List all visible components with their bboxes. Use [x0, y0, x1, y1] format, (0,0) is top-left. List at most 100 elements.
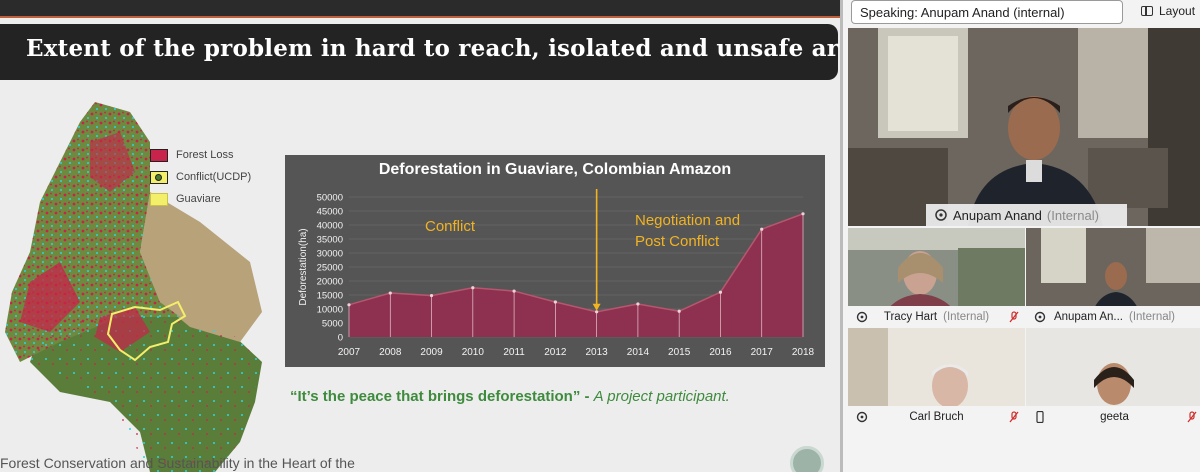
x-tick-label: 2007: [338, 347, 361, 358]
x-tick-label: 2011: [503, 347, 525, 358]
y-tick-label: 20000: [317, 277, 343, 288]
data-point: [553, 300, 557, 304]
y-tick-label: 0: [338, 333, 343, 344]
x-tick-label: 2016: [709, 347, 732, 358]
quote-text: “It’s the peace that brings deforestatio…: [290, 388, 581, 405]
audio-icon: [856, 411, 868, 423]
legend-swatch-conflict: [150, 170, 168, 184]
marker-arrow-head: [592, 303, 601, 311]
participant-tile-anupam-anand[interactable]: Anupam An... (Internal): [1026, 228, 1200, 328]
layout-button[interactable]: Layout: [1135, 0, 1200, 22]
y-tick-label: 10000: [317, 305, 343, 316]
main-speaker-tag: (Internal): [1046, 207, 1099, 223]
data-point: [677, 309, 681, 313]
map-legend: Forest Loss Conflict(UCDP) Guaviare: [150, 144, 251, 210]
line-series: [348, 213, 804, 313]
muted-mic-icon: [1009, 411, 1019, 423]
legend-label: Forest Loss: [176, 149, 234, 161]
x-tick-label: 2017: [751, 347, 774, 358]
y-tick-label: 40000: [317, 221, 343, 232]
quote-separator: -: [580, 388, 594, 405]
slide-quote: “It’s the peace that brings deforestatio…: [290, 388, 730, 405]
y-tick-label: 35000: [317, 235, 343, 246]
slide-title: Extent of the problem in hard to reach, …: [26, 35, 840, 62]
x-tick-label: 2009: [420, 347, 443, 358]
data-point: [429, 293, 434, 298]
legend-label: Guaviare: [176, 193, 221, 205]
legend-label: Conflict(UCDP): [176, 171, 252, 183]
legend-item-conflict: Conflict(UCDP): [150, 166, 251, 188]
data-point: [471, 286, 475, 290]
data-point: [347, 303, 351, 307]
x-tick-label: 2008: [379, 347, 402, 358]
participant-name: geeta: [1100, 411, 1129, 423]
chart-title: Deforestation in Guaviare, Colombian Ama…: [378, 161, 732, 178]
data-point: [760, 227, 764, 231]
video-grid-bottom: [848, 428, 1200, 472]
data-point: [636, 302, 640, 306]
main-speaker-name: Anupam Anand: [953, 207, 1042, 223]
data-point: [801, 212, 805, 216]
slide-top-accent-line: [0, 16, 840, 18]
audio-icon: [1034, 311, 1046, 323]
y-tick-label: 45000: [317, 207, 343, 218]
y-tick-label: 50000: [317, 193, 343, 204]
main-speaker-name-bar: Anupam Anand (Internal): [926, 204, 1127, 226]
slide-top-bar: [0, 0, 840, 18]
participant-tile-tracy-hart[interactable]: Tracy Hart (Internal): [848, 228, 1025, 328]
slide-footer: Forest Conservation and Sustainability i…: [0, 455, 355, 471]
y-axis-label: Deforestation(ha): [298, 228, 309, 305]
area-series: [349, 213, 803, 337]
participant-label: geeta: [1026, 406, 1200, 428]
organization-logo-icon: [790, 446, 824, 472]
quote-attribution: A project participant.: [593, 388, 730, 405]
presentation-slide: Extent of the problem in hard to reach, …: [0, 0, 840, 472]
meeting-panel: Speaking: Anupam Anand (internal) Layout: [840, 0, 1200, 472]
layout-icon: [1141, 6, 1153, 16]
legend-swatch-guaviare: [150, 192, 168, 206]
participant-tile-carl-bruch[interactable]: Carl Bruch: [848, 328, 1025, 428]
participant-name: Carl Bruch: [909, 411, 964, 423]
data-point: [388, 291, 392, 295]
deforestation-chart: 0 5000 10000 15000 20000 25000 30000 35000 40000…: [285, 155, 825, 367]
annotation-post-conflict: Post Conflict: [635, 233, 720, 250]
legend-item-guaviare: Guaviare: [150, 188, 251, 210]
legend-swatch-forest-loss: [150, 148, 168, 162]
speaking-label: Speaking: Anupam Anand (internal): [860, 5, 1065, 20]
participant-tile-geeta[interactable]: geeta: [1026, 328, 1200, 428]
colombia-map: [5, 102, 262, 472]
participant-name: Tracy Hart: [883, 311, 938, 323]
data-point: [595, 310, 599, 314]
annotation-negotiation: Negotiation and: [635, 212, 740, 229]
legend-item-forest-loss: Forest Loss: [150, 144, 251, 166]
participant-tag: (Internal): [943, 311, 990, 323]
participant-tag: (Internal): [1129, 311, 1176, 323]
data-point: [512, 289, 516, 293]
participant-label: Anupam An... (Internal): [1026, 306, 1200, 328]
chart-canvas: 0 5000 10000 15000 20000 25000 30000 35000 40000…: [298, 189, 815, 358]
x-tick-label: 2015: [668, 347, 691, 358]
speaking-indicator: Speaking: Anupam Anand (internal): [851, 0, 1123, 24]
y-tick-label: 15000: [317, 291, 343, 302]
audio-icon: [856, 311, 868, 323]
y-tick-label: 25000: [317, 263, 343, 274]
x-tick-label: 2010: [462, 347, 485, 358]
video-frame: [848, 28, 1200, 226]
x-tick-label: 2014: [627, 347, 650, 358]
y-tick-label: 5000: [322, 319, 343, 330]
muted-mic-icon: [1187, 411, 1197, 423]
guaviare-outline: [106, 300, 187, 362]
data-point: [718, 290, 723, 294]
x-tick-label: 2018: [792, 347, 815, 358]
x-tick-label: 2012: [544, 347, 567, 358]
participant-label: Tracy Hart (Internal): [848, 306, 1025, 328]
layout-label: Layout: [1159, 4, 1196, 18]
x-tick-label: 2013: [586, 347, 609, 358]
participant-label: Carl Bruch: [848, 406, 1025, 428]
main-speaker-video[interactable]: Anupam Anand (Internal): [848, 28, 1200, 226]
muted-mic-icon: [1009, 311, 1019, 323]
y-tick-label: 30000: [317, 249, 343, 260]
participant-name: Anupam An...: [1053, 311, 1123, 323]
annotation-conflict: Conflict: [425, 218, 476, 235]
